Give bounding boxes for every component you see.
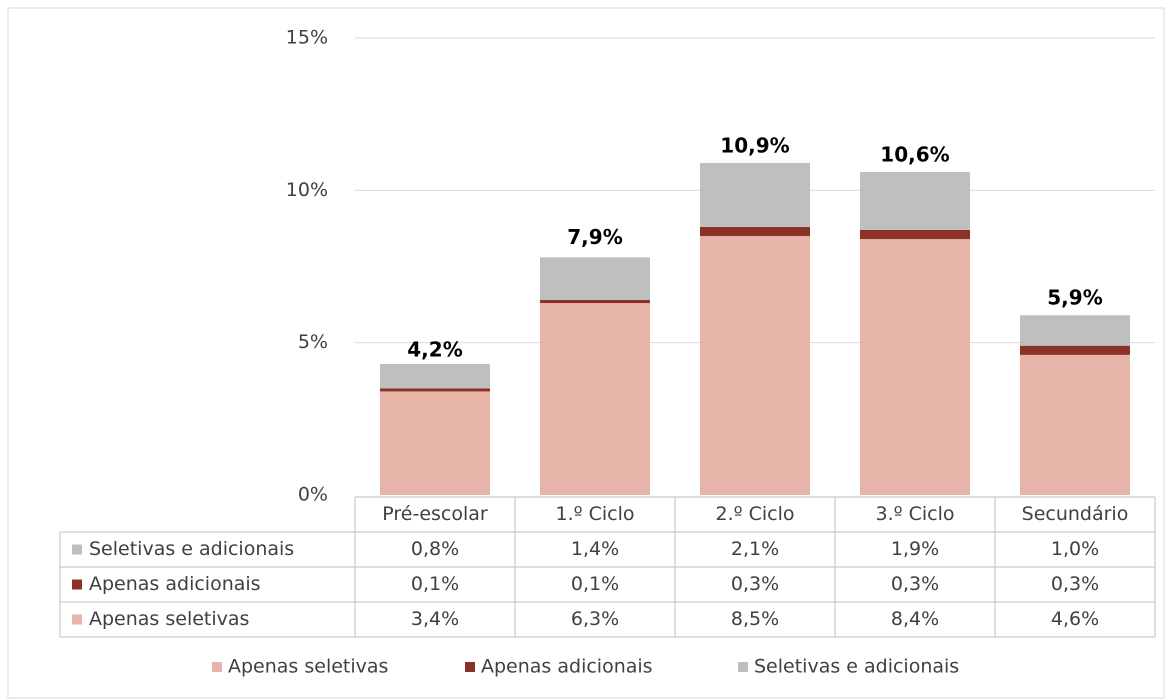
legend-label: Apenas adicionais — [481, 656, 653, 678]
total-label: 10,6% — [880, 143, 949, 167]
table-row-label: Seletivas e adicionais — [89, 538, 294, 560]
y-tick-label: 5% — [298, 331, 328, 353]
bar-segment — [380, 391, 490, 495]
bar-segment — [1020, 354, 1130, 495]
table-cell: 0,3% — [731, 573, 779, 595]
y-tick-label: 10% — [286, 179, 328, 201]
bar-segment — [860, 239, 970, 495]
bar-segment — [1020, 315, 1130, 346]
table-cell: 0,1% — [571, 573, 619, 595]
bar-segment — [540, 300, 650, 304]
bar-segment — [540, 257, 650, 301]
total-label: 4,2% — [407, 338, 462, 362]
legend-key — [738, 662, 748, 672]
total-label: 7,9% — [567, 225, 622, 249]
table-cell: 1,0% — [1051, 538, 1099, 560]
table-cell: 8,5% — [731, 608, 779, 630]
x-tick-label: 3.º Ciclo — [875, 503, 954, 525]
table-cell: 2,1% — [731, 538, 779, 560]
x-tick-label: 2.º Ciclo — [715, 503, 794, 525]
table-cell: 3,4% — [411, 608, 459, 630]
x-tick-label: 1.º Ciclo — [555, 503, 634, 525]
bar-segment — [700, 236, 810, 496]
table-cell: 1,4% — [571, 538, 619, 560]
table-legend-key — [72, 579, 82, 590]
table-cell: 0,3% — [1051, 573, 1099, 595]
x-tick-label: Pré-escolar — [382, 503, 488, 525]
table-cell: 6,3% — [571, 608, 619, 630]
table-cell: 1,9% — [891, 538, 939, 560]
table-cell: 0,3% — [891, 573, 939, 595]
legend-key — [465, 662, 475, 672]
y-tick-label: 0% — [298, 484, 328, 506]
legend-label: Seletivas e adicionais — [754, 656, 959, 678]
table-legend-key — [72, 614, 82, 625]
bar-segment — [700, 162, 810, 227]
total-label: 5,9% — [1047, 286, 1102, 310]
bar-segment — [380, 363, 490, 389]
table-row-label: Apenas seletivas — [89, 608, 249, 630]
table-row-label: Apenas adicionais — [89, 573, 261, 595]
bar-segment — [1020, 345, 1130, 355]
x-tick-label: Secundário — [1022, 503, 1129, 525]
bar-segment — [380, 388, 490, 392]
bar-segment — [860, 172, 970, 230]
bar-segment — [540, 303, 650, 495]
total-label: 10,9% — [720, 133, 789, 157]
table-cell: 0,8% — [411, 538, 459, 560]
table-legend-key — [72, 544, 82, 555]
frame — [7, 7, 1165, 699]
bar-segment — [860, 229, 970, 240]
table-cell: 0,1% — [411, 573, 459, 595]
table-cell: 4,6% — [1051, 608, 1099, 630]
table-cell: 8,4% — [891, 608, 939, 630]
legend-label: Apenas seletivas — [228, 656, 388, 678]
legend-key — [212, 662, 222, 672]
y-tick-label: 15% — [286, 27, 328, 49]
bar-segment — [700, 226, 810, 237]
